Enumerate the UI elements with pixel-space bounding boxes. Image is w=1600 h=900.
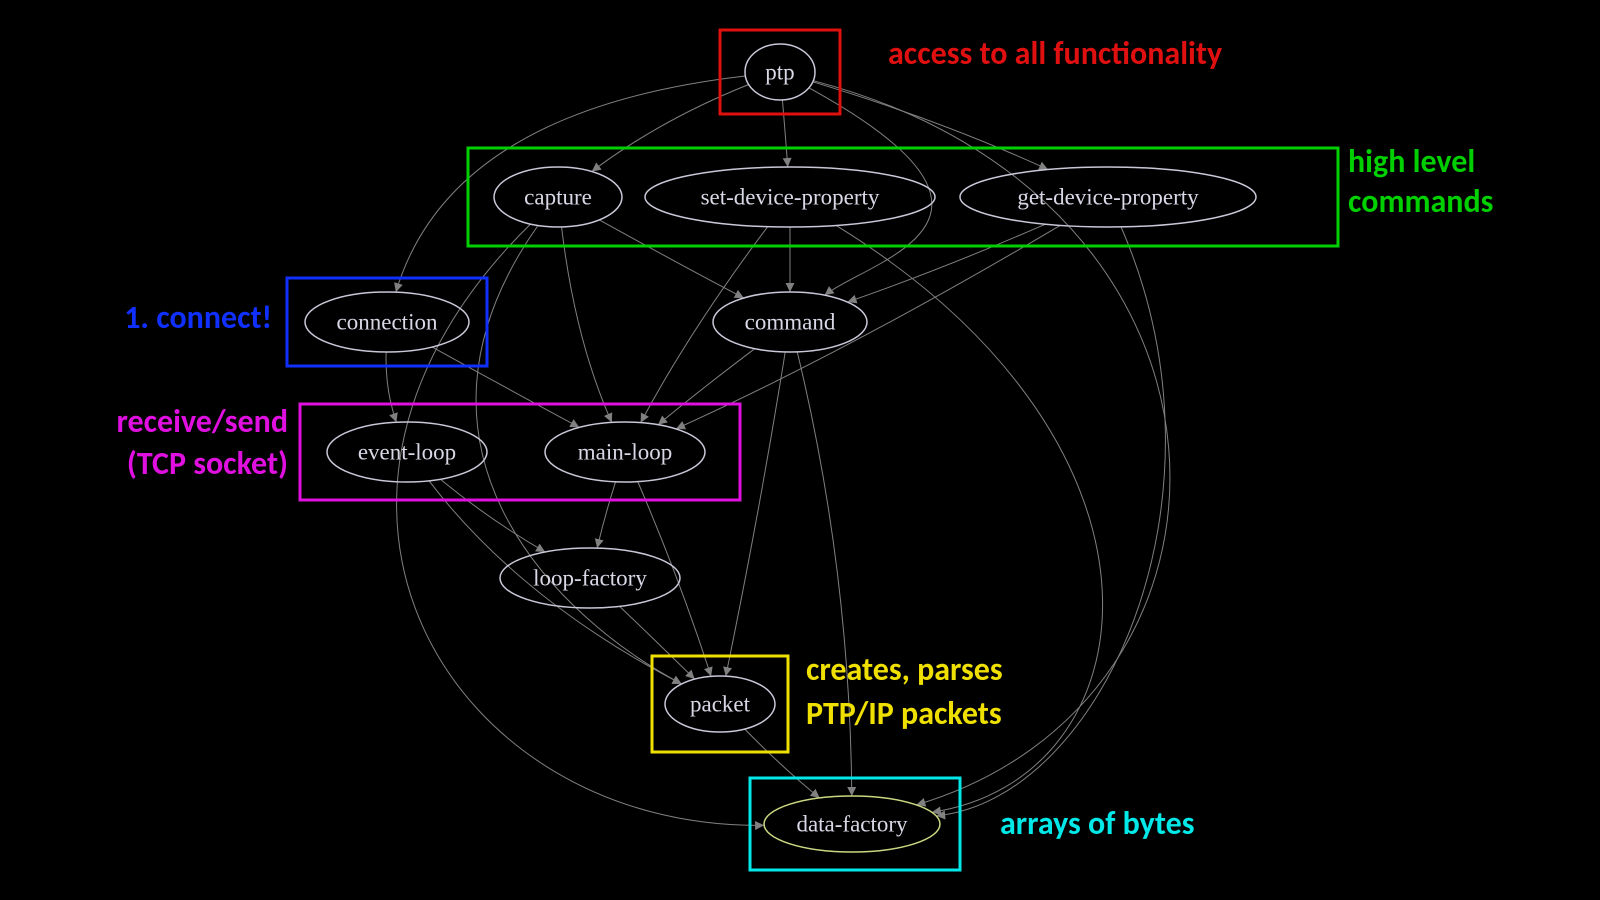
arrowhead [535,544,545,552]
arrowhead [783,158,792,167]
edge-ptp-get-device [813,82,1048,170]
node-label-capture: capture [524,185,592,210]
node-label-get-device: get-device-property [1017,185,1199,210]
edge-packet-data-factory [745,729,820,798]
arrowhead [658,415,668,424]
annotation-g-connection: 1. connect! [124,298,272,337]
edge-ptp-set-device [782,100,787,167]
arrowhead [847,787,856,796]
arrowhead [394,282,403,292]
arrowhead [755,821,764,830]
edge-ptp-capture [592,85,749,172]
node-label-main-loop: main-loop [578,440,673,465]
arrowhead [810,789,820,798]
arrowhead [825,286,835,295]
edge-command-packet [726,352,785,676]
edge-capture-command [599,220,743,298]
node-label-event-loop: event-loop [358,440,456,465]
annotation-g-commands: high level [1348,142,1475,181]
group-box-g-commands [468,148,1338,246]
node-label-connection: connection [337,310,438,335]
annotation-g-packet: creates, parses [806,650,1003,689]
edge-connection-main-loop [432,347,579,427]
dependency-graph: ptp capture set-device-property get-device-… [0,0,1600,900]
arrowhead [786,283,795,292]
arrowhead [723,666,732,676]
node-label-command: command [745,310,836,335]
nodes-layer: ptp capture set-device-property get-device-… [305,44,1256,852]
edge-main-loop-loop-factory [597,482,615,548]
annotation-g-ptp: access to all functionality [888,34,1222,73]
arrowhead [704,666,713,676]
arrowhead [592,162,602,171]
edge-capture-main-loop [562,227,612,422]
arrowhead [595,538,604,548]
annotation-g-loops-line2: (TCP socket) [127,444,288,483]
node-label-loop-factory: loop-factory [533,566,647,591]
edge-loop-factory-packet [620,606,695,679]
edge-capture-data-factory [397,224,765,825]
edge-main-loop-packet [638,482,711,677]
annotation-g-loops: receive/send [116,402,288,441]
annotation-g-commands-line2: commands [1348,182,1493,221]
annotation-g-data: arrays of bytes [1000,804,1194,843]
edge-event-loop-loop-factory [440,479,545,552]
node-label-ptp: ptp [765,60,794,85]
annotations-layer: access to all functionalityhigh levelcom… [116,34,1493,843]
node-label-set-device: set-device-property [701,185,880,210]
node-label-packet: packet [690,692,751,717]
annotation-g-packet-line2: PTP/IP packets [806,694,1002,733]
edge-connection-event-loop [386,352,396,422]
edge-get-device-main-loop [676,225,1060,428]
node-label-data-factory: data-factory [796,812,908,837]
